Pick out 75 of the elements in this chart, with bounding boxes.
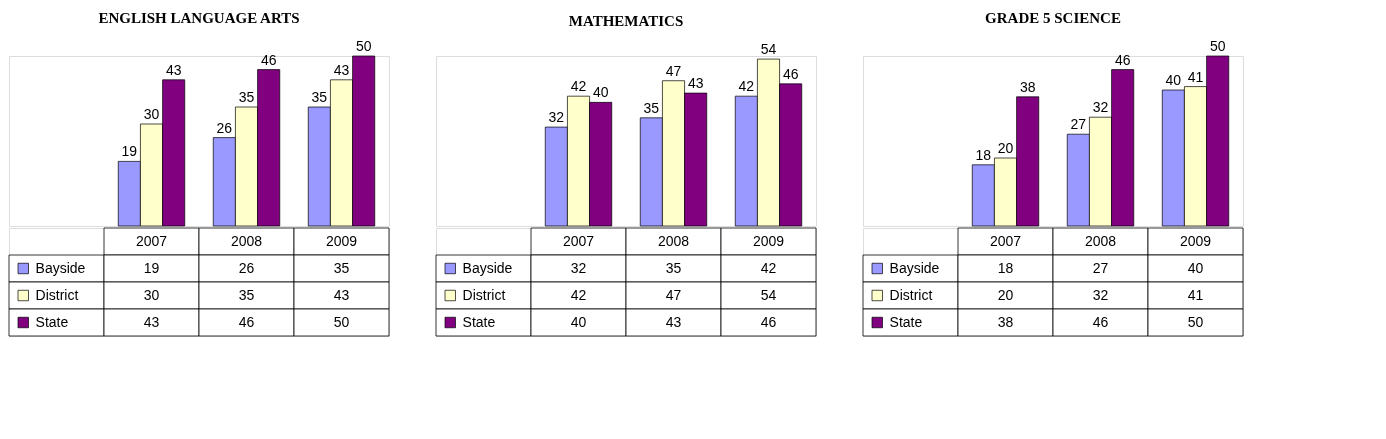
- annotation: 43: [687, 75, 704, 92]
- data-label: 40: [570, 313, 587, 330]
- data-label: 35: [333, 259, 350, 276]
- x-tick-label: 2008: [1084, 232, 1117, 249]
- data-label: 42: [570, 286, 587, 303]
- annotation: 35: [311, 89, 328, 105]
- annotation: 46: [1114, 51, 1131, 68]
- legend-label: State: [889, 313, 923, 330]
- annotation: 18: [975, 146, 992, 163]
- x-tick-label: 2007: [135, 232, 168, 249]
- x-tick-label: 2009: [1179, 232, 1212, 249]
- x-tick-label: 2007: [989, 232, 1022, 249]
- data-label: 46: [1092, 313, 1109, 330]
- chart-title: GRADE 5 SCIENCE: [985, 9, 1121, 26]
- annotation: 42: [570, 78, 587, 95]
- annotation: 40: [1165, 72, 1182, 88]
- annotation: 43: [165, 61, 182, 78]
- data-label: 43: [665, 313, 682, 330]
- data-label: 32: [570, 259, 587, 276]
- legend-label: District: [889, 286, 933, 303]
- annotation: 46: [260, 51, 277, 68]
- x-tick-label: 2009: [752, 232, 785, 249]
- data-label: 27: [1092, 259, 1109, 276]
- legend-label: Bayside: [462, 259, 513, 276]
- annotation: 46: [782, 65, 799, 82]
- data-label: 50: [1187, 313, 1204, 330]
- x-tick-label: 2008: [230, 232, 263, 249]
- chart-title: ENGLISH LANGUAGE ARTS: [98, 9, 300, 26]
- annotation: 20: [997, 140, 1014, 156]
- chart-title: MATHEMATICS: [568, 12, 684, 29]
- data-label: 19: [143, 259, 160, 276]
- x-tick-label: 2008: [657, 232, 690, 249]
- legend-label: District: [462, 286, 506, 303]
- annotation: 35: [643, 99, 660, 116]
- data-label: 32: [1092, 286, 1109, 303]
- data-label: 46: [238, 313, 255, 330]
- data-label: 18: [997, 259, 1014, 276]
- legend-label: State: [462, 313, 496, 330]
- data-label: 35: [238, 286, 255, 303]
- data-label: 54: [760, 286, 777, 303]
- annotation: 43: [333, 61, 350, 78]
- data-label: 50: [333, 313, 350, 330]
- annotation: 35: [238, 89, 255, 105]
- text: 50: [1209, 38, 1226, 54]
- data-label: 40: [1187, 259, 1204, 276]
- data-label: 20: [997, 286, 1014, 303]
- legend-label: State: [35, 313, 69, 330]
- x-tick-label: 2009: [325, 232, 358, 249]
- data-label: 42: [760, 259, 777, 276]
- legend-label: Bayside: [889, 259, 940, 276]
- data-label: 26: [238, 259, 255, 276]
- data-label: 43: [143, 313, 160, 330]
- annotation: 27: [1070, 116, 1087, 133]
- text: 50: [355, 38, 372, 54]
- annotation: 38: [1019, 78, 1036, 95]
- annotation: 42: [738, 78, 755, 95]
- annotation: 30: [143, 106, 160, 122]
- data-label: 35: [665, 259, 682, 276]
- annotation: 26: [216, 119, 233, 136]
- legend-label: Bayside: [35, 259, 86, 276]
- x-tick-label: 2007: [562, 232, 595, 249]
- data-label: 47: [665, 286, 682, 303]
- annotation: 41: [1187, 68, 1204, 85]
- legend-label: District: [35, 286, 79, 303]
- annotation: 19: [121, 143, 138, 160]
- text: 54: [760, 41, 777, 58]
- data-label: 38: [997, 313, 1014, 330]
- data-label: 41: [1187, 286, 1204, 303]
- data-label: 46: [760, 313, 777, 330]
- annotation: 32: [548, 109, 565, 126]
- data-label: 30: [143, 286, 160, 303]
- annotation: 32: [1092, 99, 1109, 116]
- annotation: 47: [665, 62, 682, 79]
- annotation: 40: [592, 84, 609, 101]
- data-label: 43: [333, 286, 350, 303]
